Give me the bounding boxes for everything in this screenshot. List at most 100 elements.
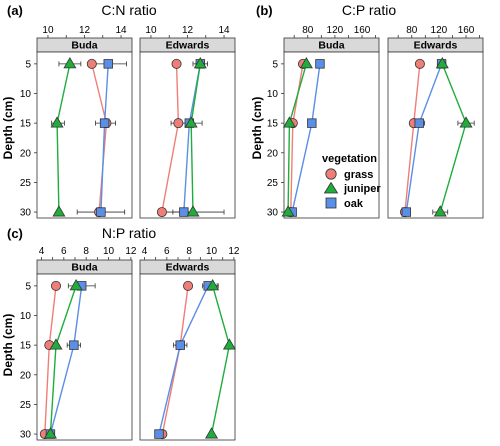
juniper-point — [43, 427, 57, 439]
chart-b-header: (b) C:P ratio — [256, 2, 396, 18]
x-tick-label: 80 — [302, 25, 314, 36]
x-tick-label: 10 — [103, 246, 115, 257]
oak-point — [154, 429, 164, 439]
chart-b-title: C:P ratio — [342, 2, 396, 18]
facet-strip-label: Edwards — [166, 40, 210, 52]
oak-point — [69, 340, 79, 350]
legend-grass-label: grass — [344, 169, 373, 181]
grass-point — [183, 280, 194, 291]
y-tick-label: 30 — [267, 208, 279, 219]
x-tick-label: 14 — [115, 25, 127, 36]
y-tick-label: 5 — [272, 59, 278, 70]
legend-grass-marker — [325, 168, 337, 180]
facet-panel — [36, 51, 133, 219]
x-tick-label: 10 — [145, 25, 157, 36]
chart-c-header: (c) N:P ratio — [7, 225, 156, 241]
facet-buda: Buda 80 120 160 — [281, 25, 380, 219]
juniper-point — [69, 279, 83, 291]
grass-point — [156, 207, 167, 218]
facet-strip-label: Buda — [71, 262, 97, 274]
legend-juniper-label: juniper — [343, 183, 381, 195]
y-tick-label: 25 — [20, 178, 32, 189]
juniper-point — [49, 338, 63, 350]
juniper-point — [459, 116, 473, 128]
x-tick-label: 10 — [42, 25, 54, 36]
x-tick-label: 14 — [218, 25, 230, 36]
grass-point — [171, 58, 182, 69]
y-tick-label: 10 — [20, 311, 32, 322]
chart-c-label: (c) — [7, 226, 23, 241]
chart-a-ylabel: Depth (cm) — [1, 97, 15, 160]
y-tick-label: 5 — [25, 281, 31, 292]
juniper-point — [63, 57, 77, 69]
oak-point — [307, 118, 317, 128]
facet-strip-label: Edwards — [414, 40, 458, 52]
grass-point — [414, 58, 425, 69]
y-tick-label: 20 — [20, 148, 32, 159]
juniper-point — [435, 57, 449, 69]
juniper-point — [433, 205, 447, 217]
chart-b-label: (b) — [256, 3, 273, 18]
y-tick-label: 20 — [20, 370, 32, 381]
juniper-point — [281, 205, 295, 217]
x-tick-label: 120 — [327, 25, 344, 36]
juniper-point — [206, 279, 220, 291]
y-tick-label: 30 — [20, 208, 32, 219]
chart-b-ylabel: Depth (cm) — [250, 97, 264, 160]
oak-point — [401, 207, 412, 217]
oak-point — [175, 340, 185, 350]
legend-item-oak: oak — [325, 197, 364, 210]
legend-title: vegetation — [322, 153, 377, 165]
juniper-point — [52, 205, 66, 217]
juniper-point — [222, 338, 236, 350]
y-tick-label: 10 — [20, 89, 32, 100]
x-tick-label: 6 — [61, 246, 67, 257]
facet-edwards: Edwards 80 120 160 — [387, 25, 484, 219]
facet-edwards: Edwards 10 12 14 — [139, 25, 236, 219]
x-tick-label: 160 — [354, 25, 371, 36]
x-tick-label: 8 — [186, 246, 192, 257]
oak-point — [179, 207, 189, 217]
grass-point — [51, 280, 62, 291]
y-tick-label: 20 — [267, 148, 279, 159]
chart-a-header: (a) C:N ratio — [7, 2, 157, 18]
y-tick-label: 25 — [20, 400, 32, 411]
chart-a: 5 10 15 20 25 30 Buda 10 12 14 Edwards 10 12 14 — [20, 25, 236, 219]
legend-juniper-marker — [323, 181, 339, 194]
x-tick-label: 8 — [83, 246, 89, 257]
x-tick-label: 12 — [182, 25, 194, 36]
x-tick-label: 12 — [228, 246, 240, 257]
facet-buda: Buda 4 6 8 10 12 — [36, 246, 137, 441]
y-tick-label: 15 — [20, 119, 32, 130]
juniper-point — [282, 116, 296, 128]
plots: 5 10 15 20 25 30 Buda 10 12 14 Edwards 10 12 14 5 10 15 2… — [20, 25, 484, 441]
facet-panel — [139, 51, 236, 219]
oak-point — [103, 59, 113, 69]
grass-point — [86, 58, 97, 69]
y-tick-label: 15 — [20, 341, 32, 352]
oak-point — [96, 207, 106, 217]
legend-item-juniper: juniper — [323, 181, 381, 195]
legend-item-grass: grass — [325, 168, 373, 181]
y-tick-label: 25 — [267, 178, 279, 189]
juniper-point — [186, 205, 200, 217]
chart-a-label: (a) — [7, 3, 23, 18]
x-tick-label: 4 — [142, 246, 148, 257]
juniper-point — [184, 116, 198, 128]
facet-panel — [139, 273, 236, 441]
y-tick-label: 30 — [20, 430, 32, 441]
facet-panel — [387, 51, 484, 219]
oak-point — [99, 118, 110, 128]
x-tick-label: 12 — [79, 25, 91, 36]
grass-point — [173, 118, 184, 129]
facet-strip-label: Buda — [71, 40, 97, 52]
juniper-point — [299, 57, 313, 69]
x-tick-label: 4 — [39, 246, 45, 257]
facet-buda: Buda 10 12 14 — [36, 25, 133, 219]
oak-point — [315, 59, 325, 69]
facet-edwards: Edwards 4 6 8 10 12 — [139, 246, 240, 441]
chart-c-ylabel: Depth (cm) — [1, 314, 15, 377]
x-tick-label: 120 — [431, 25, 448, 36]
